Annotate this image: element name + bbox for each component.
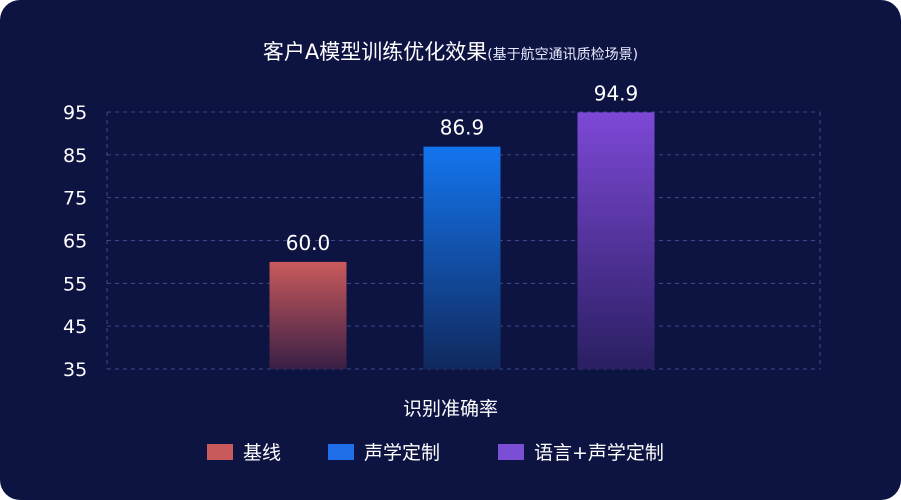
legend-label-acoustic: 声学定制 — [364, 442, 441, 464]
y-tick-label-55: 55 — [63, 273, 87, 295]
legend-swatch-baseline — [207, 443, 233, 460]
legend-item-language-acoustic: 语言+声学定制 — [498, 438, 664, 465]
data-label-2: 94.9 — [594, 81, 639, 105]
y-tick-label-85: 85 — [63, 145, 87, 167]
legend-item-baseline: 基线 — [207, 438, 281, 465]
legend-label-language-acoustic: 语言+声学定制 — [534, 442, 664, 464]
y-tick-label-45: 45 — [63, 316, 87, 338]
bar-1 — [423, 146, 501, 369]
chart-subtitle: (基于航空通讯质检场景) — [487, 47, 639, 63]
bar-0 — [269, 261, 347, 369]
legend: 基线 声学定制 语言+声学定制 — [0, 438, 901, 468]
chart-title: 客户A模型训练优化效果 — [262, 40, 488, 64]
bar-2 — [577, 112, 655, 369]
data-label-0: 60.0 — [286, 231, 331, 255]
y-tick-label-95: 95 — [63, 102, 87, 124]
chart-title-block: 客户A模型训练优化效果(基于航空通讯质检场景) — [0, 36, 901, 66]
y-tick-label-65: 65 — [63, 231, 87, 253]
legend-swatch-language-acoustic — [498, 443, 524, 460]
y-tick-label-35: 35 — [63, 359, 87, 381]
data-label-1: 86.9 — [440, 116, 485, 140]
legend-item-acoustic: 声学定制 — [328, 438, 440, 465]
legend-swatch-acoustic — [328, 443, 354, 460]
legend-label-baseline: 基线 — [243, 442, 282, 464]
y-tick-label-75: 75 — [63, 188, 87, 210]
x-axis-label: 识别准确率 — [402, 398, 498, 420]
